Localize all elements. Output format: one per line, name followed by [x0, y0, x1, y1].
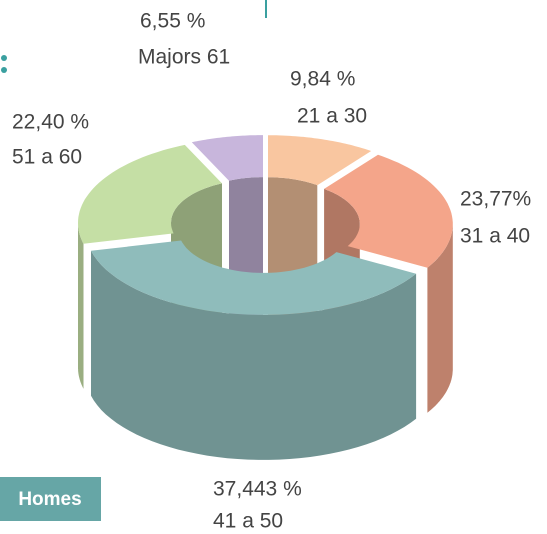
category-label: 41 a 50 [213, 510, 283, 533]
slice [91, 240, 417, 315]
slice [268, 135, 372, 186]
decor-dot [1, 67, 7, 73]
outer-wall [427, 224, 453, 413]
value-label: 37,443 % [213, 478, 302, 501]
pie [78, 135, 453, 460]
category-label: 21 a 30 [297, 105, 367, 128]
outer-wall [78, 222, 84, 389]
slice [191, 135, 263, 181]
slice [324, 154, 453, 268]
category-label: Majors 61 [138, 46, 230, 69]
value-label: 6,55 % [140, 10, 205, 33]
category-label: 51 a 60 [12, 146, 82, 169]
button-label[interactable]: Homes [18, 489, 81, 510]
button[interactable] [0, 477, 101, 521]
outer-wall [91, 250, 417, 460]
decor-dot [1, 55, 7, 61]
value-label: 22,40 % [12, 111, 89, 134]
value-label: 9,84 % [290, 68, 355, 91]
value-label: 23,77% [460, 188, 531, 211]
category-label: 31 a 40 [460, 225, 530, 248]
slice [78, 144, 222, 244]
